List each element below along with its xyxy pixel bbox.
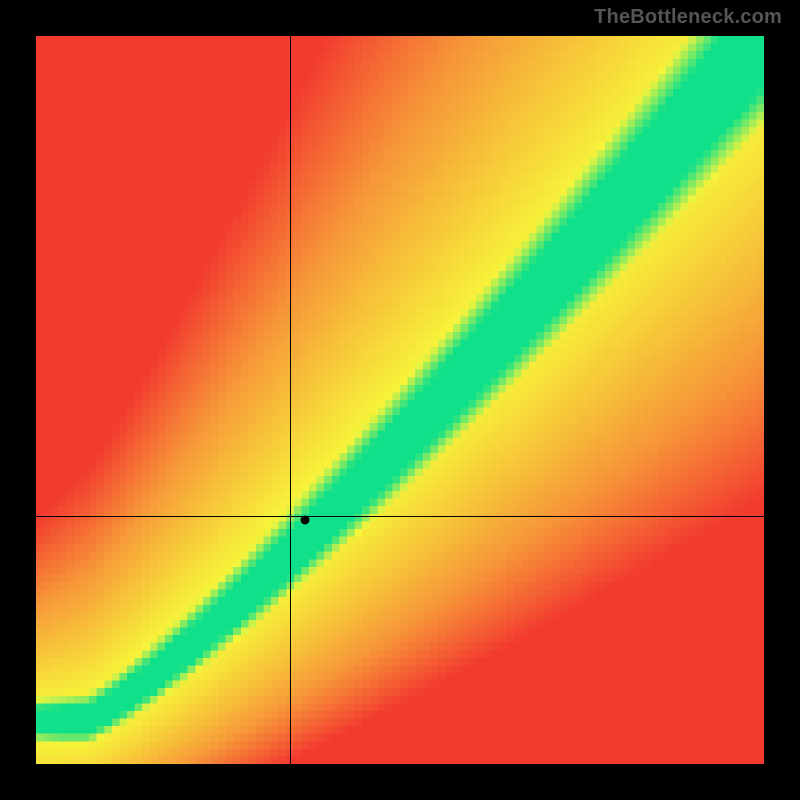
marker-dot bbox=[301, 516, 310, 525]
chart-container: TheBottleneck.com bbox=[0, 0, 800, 800]
bottleneck-heatmap bbox=[36, 36, 764, 764]
watermark-text: TheBottleneck.com bbox=[594, 6, 782, 29]
crosshair-vertical bbox=[290, 36, 291, 764]
crosshair-horizontal bbox=[36, 516, 764, 517]
